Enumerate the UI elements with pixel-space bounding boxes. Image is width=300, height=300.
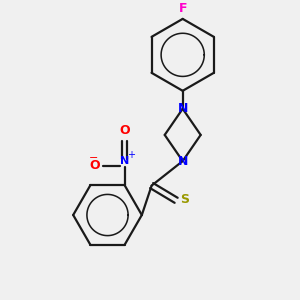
- Text: N: N: [178, 154, 188, 168]
- Text: S: S: [180, 193, 189, 206]
- Text: F: F: [178, 2, 187, 15]
- Text: O: O: [119, 124, 130, 137]
- Text: N: N: [178, 102, 188, 115]
- Text: N: N: [120, 156, 129, 166]
- Text: +: +: [127, 150, 135, 160]
- Text: O: O: [89, 159, 100, 172]
- Text: −: −: [89, 154, 98, 164]
